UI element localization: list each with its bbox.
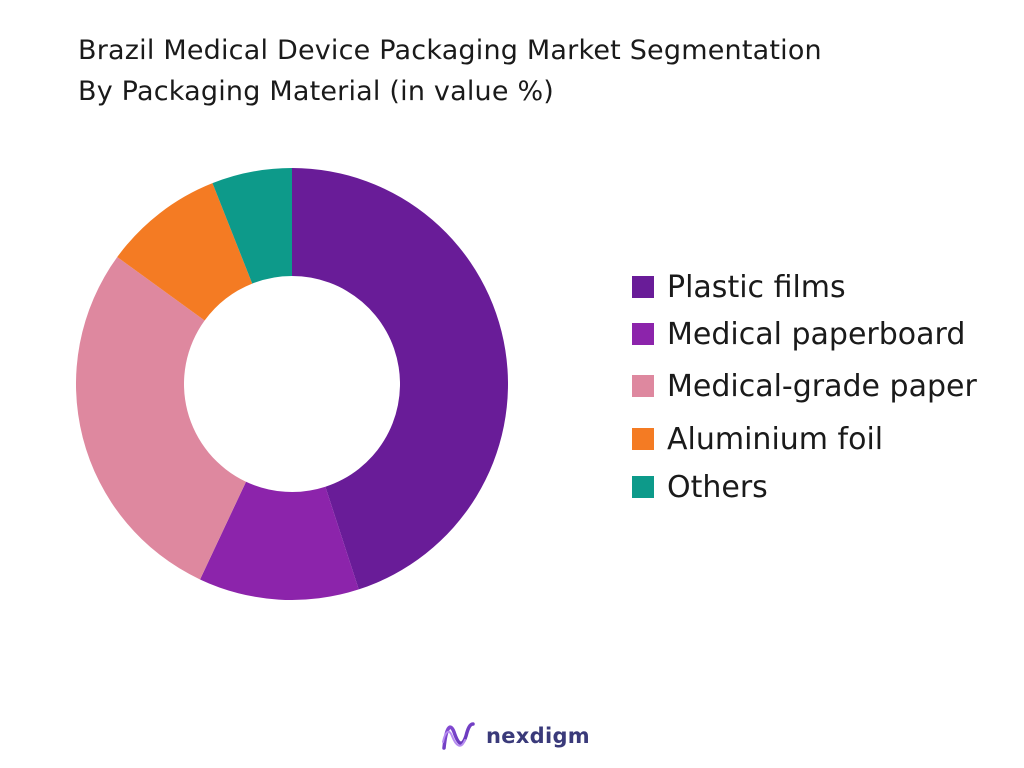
legend-label: Others xyxy=(667,469,768,505)
legend-swatch xyxy=(632,428,654,450)
legend-label: Medical-grade paper xyxy=(667,368,977,404)
legend-item-plastic-films: Plastic films xyxy=(632,262,977,312)
donut-slice-aluminium-foil xyxy=(117,183,253,321)
legend-item-medical-paperboard: Medical paperboard xyxy=(632,312,977,356)
chart-title: Brazil Medical Device Packaging Market S… xyxy=(78,30,998,112)
legend-swatch xyxy=(632,476,654,498)
nexdigm-logo: nexdigm xyxy=(440,718,590,754)
legend-swatch xyxy=(632,323,654,345)
nexdigm-logo-icon xyxy=(442,722,475,750)
legend-label: Medical paperboard xyxy=(667,316,966,352)
legend-label: Aluminium foil xyxy=(667,421,884,457)
legend-label: Plastic films xyxy=(667,269,846,305)
legend: Plastic films Medical paperboard Medical… xyxy=(632,262,977,512)
donut-slice-medical-grade-paper xyxy=(75,257,247,580)
donut-slice-medical-paperboard xyxy=(200,481,359,600)
legend-item-aluminium-foil: Aluminium foil xyxy=(632,416,977,462)
legend-swatch xyxy=(632,276,654,298)
legend-item-medical-grade-paper: Medical-grade paper xyxy=(632,356,977,416)
legend-item-others: Others xyxy=(632,462,977,512)
donut-slice-plastic-films xyxy=(292,168,509,590)
nexdigm-logo-text: nexdigm xyxy=(486,724,590,748)
chart-title-line-1: Brazil Medical Device Packaging Market S… xyxy=(78,35,822,66)
donut-slice-others xyxy=(212,168,292,284)
chart-title-line-2: By Packaging Material (in value %) xyxy=(78,76,555,107)
legend-swatch xyxy=(632,375,654,397)
donut-chart xyxy=(75,168,509,600)
